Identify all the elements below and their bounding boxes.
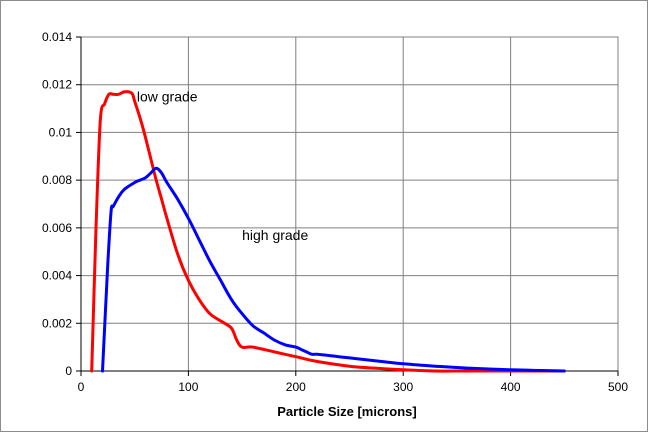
x-tick-label: 300 [393,380,413,394]
y-tick-label: 0.002 [42,316,72,330]
x-tick-label: 100 [178,380,198,394]
plot-area [80,36,619,372]
series-layer [90,90,566,373]
x-tick-label: 200 [286,380,306,394]
grid-layer [80,36,619,372]
annotation-label: low grade [137,88,198,104]
series-line-low-grade [90,90,566,373]
annotation-label: high grade [242,227,308,243]
x-tick-label: 0 [78,380,85,394]
x-tick-label: 500 [608,380,628,394]
series-line-high-grade [101,166,566,373]
y-tick-label: 0 [65,364,72,378]
y-tick-label: 0.014 [42,30,72,44]
axis-layer: 0 100 200 300 400 500 0 0.002 0.004 0.006 0.008 0.0… [42,30,628,394]
y-tick-label: 0.012 [42,78,72,92]
y-tick-label: 0.008 [42,173,72,187]
y-tick-label: 0.004 [42,269,72,283]
annotation-layer: low grade high grade [137,88,309,242]
x-tick-label: 400 [501,380,521,394]
x-axis-title: Particle Size [microns] [277,404,416,419]
y-tick-label: 0.006 [42,221,72,235]
y-tick-label: 0.01 [49,125,73,139]
